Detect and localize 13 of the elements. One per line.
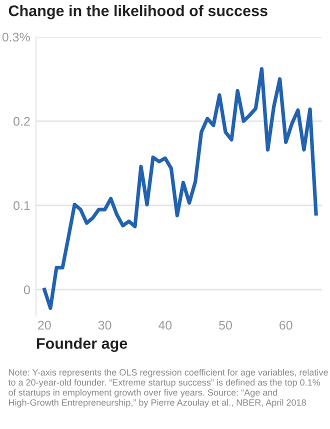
y-tick-label: 0.3%	[2, 32, 30, 42]
x-tick-label: 40	[158, 320, 172, 330]
y-tick-label: 0	[24, 285, 30, 294]
x-tick-label: 20	[38, 320, 51, 330]
chart-title: Change in the likelihood of success	[8, 4, 268, 20]
x-tick-label: 30	[98, 320, 112, 330]
line-series	[42, 67, 318, 310]
x-tick-label: 60	[280, 320, 292, 330]
x-axis-title: Founder age	[36, 338, 128, 352]
text: Note: Y-axis represents the OLS regression coefficient for age variables, relative to a 20-year-old founder. “Extreme startup success” is defined as the top 0.1% of startups in employment growth over five years. Source: “Age and High-Growth Entrepreneurship,” by Pierre Azoulay et al., NBER, April 2018	[8, 368, 328, 408]
y-tick-label: 0.1	[14, 201, 30, 210]
y-tick-label: 0.2	[14, 116, 30, 126]
x-tick-label: 50	[219, 320, 232, 330]
